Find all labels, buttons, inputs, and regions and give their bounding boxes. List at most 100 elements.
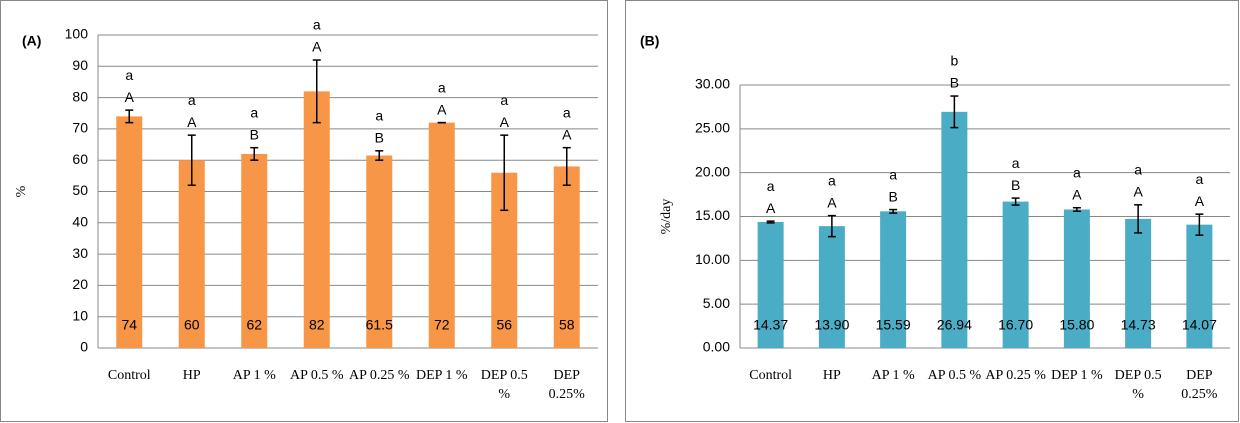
letter-upper: A [766,200,776,216]
x-tick-label: Control [749,368,793,383]
letter-lower: a [125,67,133,83]
y-axis-label: % [14,185,29,197]
x-tick-label: HP [182,368,201,383]
letter-lower: a [767,178,775,194]
x-tick-label: AP 1 % [232,368,276,383]
letter-lower: a [1134,162,1142,178]
y-tick-label: 100 [65,26,89,42]
y-tick-label: 30.00 [695,76,730,92]
y-tick-label: 0.00 [703,339,730,355]
letter-upper: A [437,101,447,117]
letter-upper: B [250,126,259,142]
y-tick-label: 50 [72,182,88,198]
bar [1125,218,1152,348]
y-tick-label: 80 [72,88,88,104]
value-label: 26.94 [937,317,972,333]
bar [553,166,580,348]
letter-lower: a [828,172,836,188]
letter-upper: A [187,114,197,130]
letter-upper: A [500,114,510,130]
value-label: 74 [121,317,137,333]
value-label: 14.37 [753,317,788,333]
letter-lower: a [313,17,321,33]
x-tick-label: AP 1 % [871,368,915,383]
y-tick-label: 25.00 [695,120,730,136]
bar [941,111,968,349]
bar [880,211,907,348]
y-tick-label: 70 [72,120,88,136]
value-label: 61.5 [366,317,393,333]
y-tick-label: 10 [72,307,88,323]
letter-lower: a [1073,164,1081,180]
y-tick-label: 10.00 [695,251,730,267]
y-tick-label: 20.00 [695,163,730,179]
bar [1002,201,1029,348]
letter-upper: A [1195,193,1205,209]
letter-upper: A [312,39,322,55]
x-tick-label: DEP 0.25% [548,368,585,402]
letter-upper: A [1133,184,1143,200]
value-label: 15.59 [876,317,911,333]
value-label: 62 [246,317,262,333]
y-tick-label: 30 [72,245,88,261]
y-tick-label: 20 [72,276,88,292]
letter-lower: a [889,166,897,182]
x-tick-label: Control [107,368,151,383]
y-tick-label: 90 [72,57,88,73]
letter-upper: B [1011,177,1020,193]
value-label: 15.80 [1059,317,1094,333]
x-tick-label: AP 0.25 % [348,368,410,383]
letter-lower: a [375,108,383,124]
x-tick-label: AP 0.25 % [985,368,1046,383]
x-tick-label: AP 0.5 % [289,368,344,383]
bar [366,155,393,348]
x-tick-label: HP [822,368,841,383]
value-label: 82 [309,317,325,333]
value-label: 14.07 [1182,317,1217,333]
letter-lower: a [438,79,446,95]
bar [303,91,330,348]
letter-lower: a [500,92,508,108]
x-tick-label: DEP 1 % [1051,368,1103,383]
panel-label: (B) [640,33,659,49]
bar [1186,224,1213,348]
letter-upper: A [125,89,135,105]
letter-upper: A [562,126,572,142]
letter-lower: a [188,92,196,108]
bar [757,222,784,348]
value-label: 58 [559,317,575,333]
letter-upper: A [827,194,837,210]
letter-upper: A [1072,186,1082,202]
letter-upper: B [375,130,384,146]
letter-lower: b [950,53,958,69]
x-tick-label: DEP 0.5 % [1114,368,1162,402]
value-label: 56 [496,317,512,333]
letter-upper: B [888,188,897,204]
letter-lower: a [1195,171,1203,187]
y-tick-label: 15.00 [695,207,730,223]
bar [1063,209,1090,348]
x-tick-label: DEP 0.25% [1181,368,1218,402]
x-tick-label: AP 0.5 % [927,368,982,383]
letter-lower: a [1012,155,1020,171]
y-tick-label: 5.00 [703,295,730,311]
panel-frame [625,0,1239,422]
bar [428,122,455,348]
letter-upper: B [950,75,959,91]
value-label: 13.90 [814,317,849,333]
y-tick-label: 40 [72,214,88,230]
bar [241,153,268,348]
letter-lower: a [563,104,571,120]
bar [116,116,143,348]
value-label: 14.73 [1121,317,1156,333]
y-tick-label: 0 [80,339,88,355]
letter-lower: a [250,104,258,120]
value-label: 60 [184,317,200,333]
bar [178,160,205,348]
x-tick-label: DEP 0.5 % [480,368,528,402]
y-axis-label: %/day [659,199,674,235]
x-tick-label: DEP 1 % [415,368,468,383]
value-label: 16.70 [998,317,1033,333]
bar [818,226,845,348]
